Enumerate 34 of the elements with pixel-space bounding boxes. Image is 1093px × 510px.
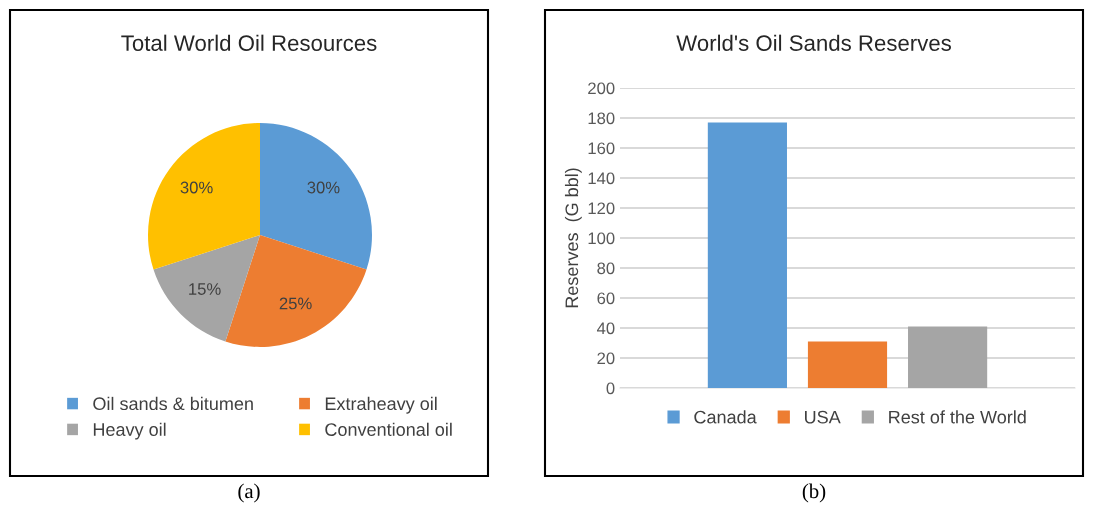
pie-slice bbox=[260, 123, 372, 270]
legend-label: USA bbox=[805, 410, 841, 424]
y-tick-label: 60 bbox=[597, 292, 615, 305]
y-tick-label: 20 bbox=[597, 352, 615, 365]
y-tick-label: 100 bbox=[588, 232, 615, 245]
data-label: 25% bbox=[279, 297, 312, 310]
legend-label: Extraheavy oil bbox=[325, 396, 437, 414]
y-tick-label: 140 bbox=[588, 172, 615, 185]
legend-label: Conventional oil bbox=[325, 422, 452, 436]
text: (b) bbox=[802, 483, 826, 503]
y-axis-title: Reserves (G bbl) bbox=[564, 168, 582, 308]
legend-label: Rest of the World bbox=[889, 410, 1026, 424]
bar bbox=[807, 341, 888, 388]
pie-slice bbox=[148, 123, 260, 270]
data-label: 30% bbox=[307, 181, 340, 194]
pie-slice bbox=[225, 235, 367, 347]
bar bbox=[908, 326, 988, 388]
legend-label: Canada bbox=[694, 410, 757, 424]
text: (a) bbox=[238, 483, 260, 503]
y-tick-label: 160 bbox=[588, 142, 615, 155]
y-tick-label: 0 bbox=[606, 382, 615, 395]
bar bbox=[707, 122, 787, 388]
chart-title: World's Oil Sands Reserves bbox=[676, 34, 951, 51]
legend-label: Oil sands & bitumen bbox=[93, 396, 253, 411]
y-tick-label: 120 bbox=[588, 202, 615, 215]
y-tick-label: 40 bbox=[596, 322, 615, 335]
y-tick-label: 180 bbox=[588, 112, 615, 125]
chart-title: Total World Oil Resources bbox=[121, 34, 377, 51]
y-tick-label: 80 bbox=[597, 262, 615, 275]
pie-slice bbox=[153, 235, 260, 342]
data-label: 15% bbox=[189, 283, 221, 295]
y-tick-label: 200 bbox=[588, 82, 615, 95]
legend-label: Heavy oil bbox=[93, 422, 166, 440]
data-label: 30% bbox=[180, 181, 213, 194]
